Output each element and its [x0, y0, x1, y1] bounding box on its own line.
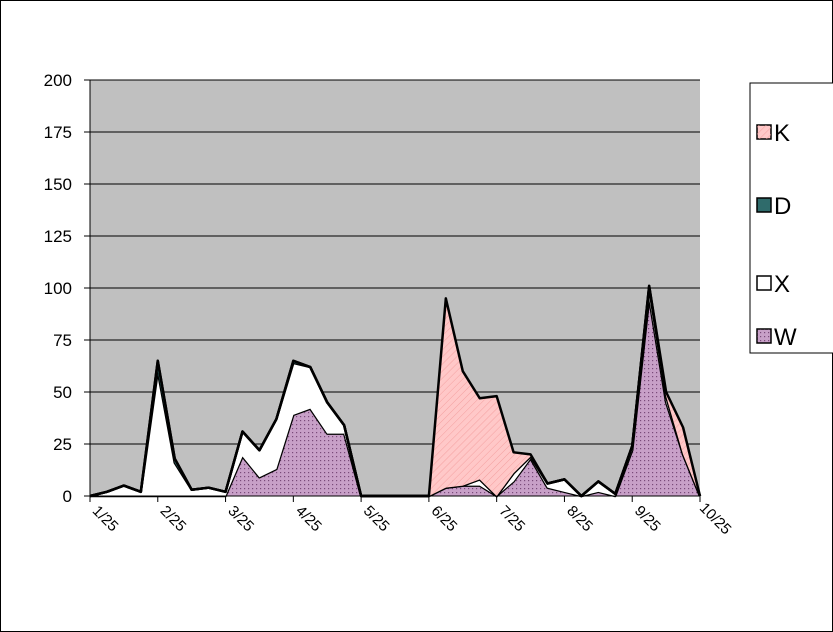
legend-swatch	[756, 275, 772, 291]
legend-box	[749, 82, 833, 354]
legend-label: W	[774, 324, 797, 351]
legend-label: K	[774, 120, 790, 147]
legend-label: X	[774, 271, 790, 298]
y-tick-label: 0	[63, 487, 72, 506]
area	[90, 288, 700, 496]
area-pattern	[90, 298, 700, 496]
y-tick-label: 100	[44, 279, 72, 298]
y-tick-label: 150	[44, 175, 72, 194]
legend-swatch-pattern	[757, 329, 771, 343]
y-tick-label: 75	[53, 331, 72, 350]
y-tick-label: 125	[44, 227, 72, 246]
legend-swatch-pattern	[757, 125, 771, 139]
y-tick-label: 200	[44, 71, 72, 90]
y-tick-label: 175	[44, 123, 72, 142]
legend-label: D	[774, 193, 791, 220]
y-tick-label: 25	[53, 435, 72, 454]
y-tick-label: 50	[53, 383, 72, 402]
legend-swatch	[756, 197, 772, 213]
